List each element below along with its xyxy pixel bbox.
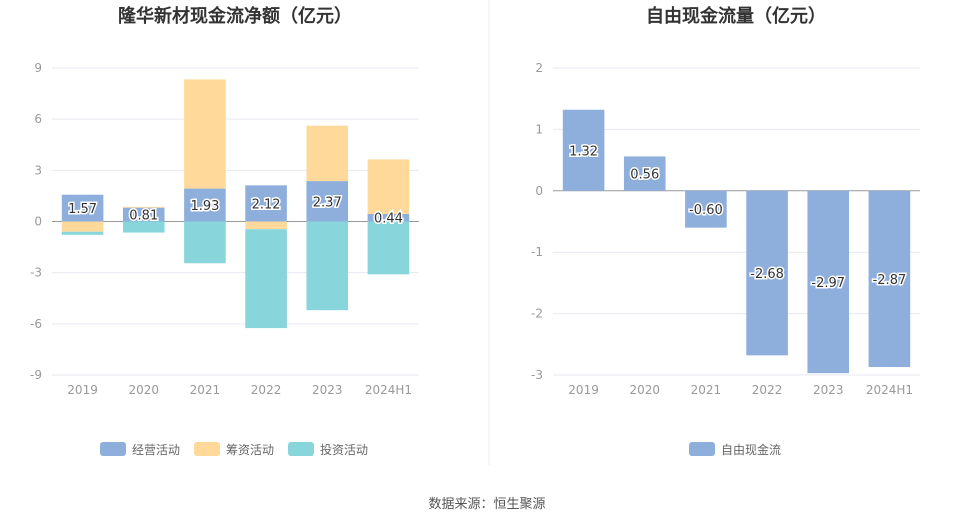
y-tick-label: -9 [30, 368, 42, 382]
x-tick-label: 2020 [629, 383, 660, 397]
x-tick-label: 2024H1 [866, 383, 913, 397]
legend-swatch [100, 442, 126, 456]
free-cashflow-chart: 自由现金流量（亿元） 2 1 0 -1 -2 -3 2019 2020 2021 2022 2023 2… [531, 5, 920, 457]
bar [245, 229, 287, 329]
data-label: -0.60 [689, 203, 723, 218]
legend-swatch [288, 442, 314, 456]
y-tick-label: 9 [34, 61, 42, 75]
data-label: 2.37 [313, 195, 342, 210]
y-tick-label: -6 [30, 317, 42, 331]
legend-label: 投资活动 [320, 442, 368, 457]
legend-label: 自由现金流 [721, 442, 781, 457]
x-tick-label: 2023 [813, 383, 844, 397]
bar [122, 207, 165, 222]
bar [245, 185, 287, 222]
x-tick-label: 2022 [752, 383, 783, 397]
chart-title: 隆华新材现金流净额（亿元） [118, 5, 352, 27]
bar [306, 181, 349, 222]
bar [367, 213, 410, 222]
bar [367, 159, 410, 214]
x-tick-label: 2023 [312, 383, 343, 397]
legend-swatch [689, 442, 715, 456]
bar [184, 188, 226, 222]
y-tick-label: -3 [531, 368, 543, 382]
bar [562, 109, 605, 191]
bar [367, 221, 410, 275]
y-tick-label: -1 [531, 245, 543, 259]
legend-label: 经营活动 [132, 443, 180, 457]
bar [868, 190, 911, 368]
bar [245, 221, 287, 230]
bar [746, 190, 788, 356]
legend-swatch [194, 442, 220, 456]
y-tick-label: 0 [535, 184, 543, 198]
y-tick-label: 0 [34, 215, 42, 229]
bar [623, 156, 666, 191]
data-source: 数据来源：恒生聚源 [428, 497, 545, 512]
data-label: 1.32 [569, 144, 598, 159]
legend-label: 筹资活动 [226, 443, 274, 457]
x-tick-label: 2019 [67, 383, 98, 397]
bar [685, 190, 727, 228]
chart-title: 自由现金流量（亿元） [646, 5, 826, 27]
bar [306, 221, 349, 311]
y-tick-label: 6 [34, 112, 42, 126]
bar [61, 221, 104, 232]
x-tick-label: 2024H1 [365, 383, 412, 397]
bar [807, 190, 850, 374]
bar [122, 206, 165, 208]
data-label: 1.93 [190, 199, 219, 214]
y-tick-label: 1 [535, 122, 543, 136]
x-tick-label: 2021 [190, 383, 221, 397]
x-tick-label: 2021 [691, 383, 722, 397]
bar [61, 194, 104, 222]
bar [184, 79, 226, 189]
bar [184, 221, 226, 264]
cashflow-net-chart: 隆华新材现金流净额（亿元） 9 6 3 0 -3 -6 -9 2019 2020 2021 2022 2… [30, 5, 419, 457]
bar [61, 231, 104, 235]
y-tick-label: 2 [535, 61, 543, 75]
data-label: 0.81 [129, 209, 158, 224]
y-tick-label: -3 [30, 266, 42, 280]
y-tick-label: -2 [531, 307, 543, 321]
bar [306, 125, 349, 182]
x-tick-label: 2020 [128, 383, 159, 397]
data-label: -2.87 [873, 273, 907, 288]
bar [122, 221, 165, 233]
x-tick-label: 2022 [251, 383, 282, 397]
data-label: 0.44 [374, 212, 403, 227]
data-label: 2.12 [252, 197, 281, 212]
x-tick-label: 2019 [568, 383, 599, 397]
data-label: 1.57 [68, 202, 97, 217]
y-tick-label: 3 [34, 163, 42, 177]
data-label: -2.97 [811, 276, 845, 291]
data-label: 0.56 [630, 168, 659, 183]
data-label: -2.68 [750, 267, 784, 282]
